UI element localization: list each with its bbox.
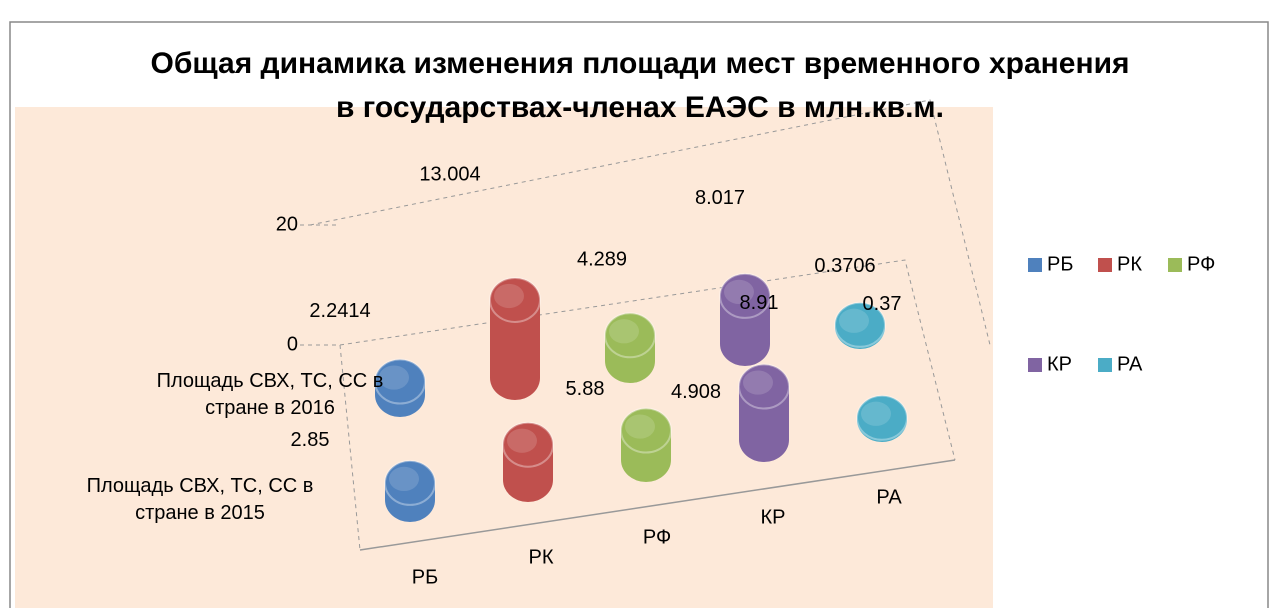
- y-tick-label: 0: [287, 333, 298, 355]
- back-wall: [309, 99, 991, 346]
- legend-label: КР: [1047, 353, 1072, 375]
- cylinder-shade: [861, 401, 891, 426]
- legend-label: РФ: [1187, 253, 1215, 275]
- legend-label: РА: [1117, 353, 1143, 375]
- cylinder-shade: [724, 279, 754, 304]
- cylinder-top: [374, 358, 426, 405]
- y-tick-label: 20: [276, 213, 298, 235]
- cylinder-shade: [389, 466, 419, 491]
- back-wall: [339, 259, 956, 461]
- row-label: Площадь СВХ, ТС, СС в стране в 2016: [156, 370, 384, 419]
- x-tick-label: РК: [529, 546, 554, 568]
- x-tick-label: РФ: [643, 526, 671, 548]
- cylinder-top: [834, 301, 886, 348]
- cylinder: [719, 272, 771, 366]
- cylinder-shade: [743, 370, 773, 395]
- cylinder: [489, 276, 541, 400]
- legend-swatch: [1028, 358, 1042, 372]
- cylinder: [834, 301, 886, 349]
- cylinder: [384, 459, 436, 522]
- cylinder-top: [502, 421, 554, 468]
- cylinder: [502, 421, 554, 502]
- cylinder-shade: [494, 283, 524, 309]
- x-tick-label: РБ: [412, 566, 438, 588]
- legend-label: РК: [1117, 253, 1142, 275]
- cylinder: [604, 312, 656, 383]
- x-tick-label: КР: [761, 506, 786, 528]
- cylinder-shade: [507, 428, 537, 453]
- cylinder: [374, 358, 426, 417]
- data-label: 13.004: [419, 163, 480, 185]
- data-label: 8.91: [740, 292, 779, 314]
- cylinder-shade: [625, 414, 655, 439]
- cylinder: [620, 407, 672, 482]
- cylinder-top: [856, 394, 908, 441]
- data-label: 4.289: [577, 249, 627, 271]
- data-label: 2.85: [291, 429, 330, 451]
- cylinder-top: [384, 459, 436, 506]
- data-label: 4.908: [671, 381, 721, 403]
- cylinder: [856, 394, 908, 442]
- cylinder-top: [719, 272, 771, 319]
- cylinder-top: [604, 312, 656, 359]
- cylinder-top: [620, 407, 672, 454]
- row-label: Площадь СВХ, ТС, СС в стране в 2015: [86, 475, 314, 524]
- chart-title: Общая динамика изменения площади мест вр…: [150, 47, 1130, 124]
- data-label: 0.37: [863, 293, 902, 315]
- cylinder-top: [489, 276, 541, 323]
- legend-label: РБ: [1047, 253, 1073, 275]
- side-edge: [339, 344, 361, 551]
- cylinder-shade: [609, 319, 639, 344]
- legend-swatch: [1028, 258, 1042, 272]
- data-label: 5.88: [566, 378, 605, 400]
- floor-edge: [359, 459, 956, 551]
- legend-swatch: [1168, 258, 1182, 272]
- data-label: 8.017: [695, 187, 745, 209]
- x-tick-label: РА: [876, 486, 902, 508]
- cylinder: [738, 363, 790, 462]
- data-label: 2.2414: [309, 300, 370, 322]
- data-label: 0.3706: [814, 255, 875, 277]
- cylinder-shade: [839, 308, 869, 333]
- cylinder-top: [738, 363, 790, 410]
- legend-swatch: [1098, 358, 1112, 372]
- cylinder-shade: [379, 365, 409, 390]
- legend-swatch: [1098, 258, 1112, 272]
